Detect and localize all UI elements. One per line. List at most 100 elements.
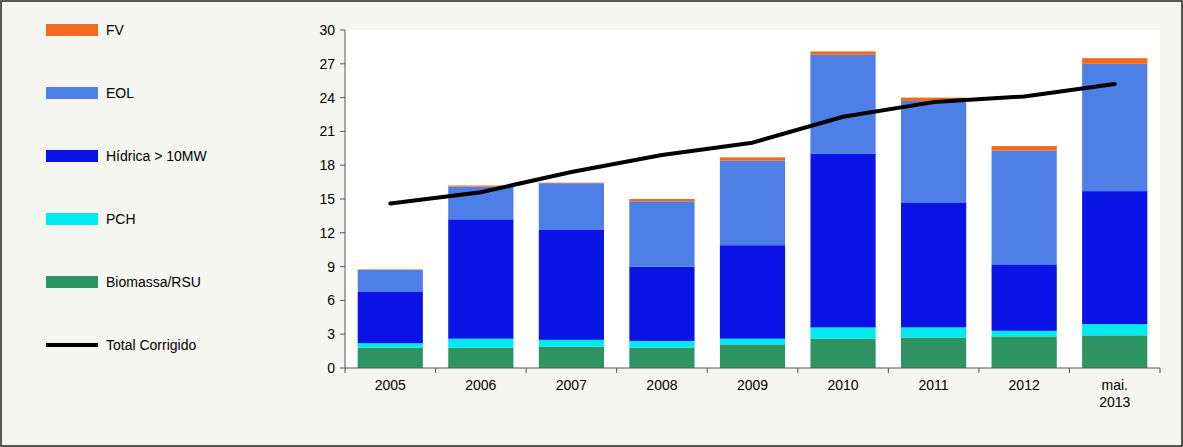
bar bbox=[1082, 191, 1147, 324]
y-tick-label: 30 bbox=[319, 22, 335, 38]
bar bbox=[810, 55, 875, 154]
bar bbox=[539, 182, 604, 184]
x-tick bbox=[526, 368, 527, 373]
x-tick-label-line: 2011 bbox=[919, 377, 949, 393]
bar bbox=[448, 339, 513, 348]
x-tick-label-line: 2013 bbox=[1099, 394, 1130, 410]
bar bbox=[992, 151, 1057, 265]
legend-swatch bbox=[46, 213, 98, 225]
x-tick bbox=[978, 368, 979, 373]
chart: 0 3 6 9 12 15 18 21 24 27 30 2005 2006 2007 2008 2009 20… bbox=[0, 0, 1183, 447]
legend: FV EOL Hídrica > 10MW PCH Biomassa/RSU Total … bbox=[46, 22, 208, 353]
x-tick bbox=[797, 368, 798, 373]
bar bbox=[901, 101, 966, 202]
bar bbox=[358, 343, 423, 348]
x-tick bbox=[345, 368, 346, 373]
bar bbox=[629, 341, 694, 348]
bar bbox=[720, 161, 785, 246]
y-tick bbox=[340, 232, 345, 233]
x-tick-label: 2010 bbox=[827, 377, 858, 393]
legend-label: Biomassa/RSU bbox=[106, 274, 201, 290]
bar bbox=[720, 245, 785, 339]
bar bbox=[810, 51, 875, 54]
x-tick-label-line: 2008 bbox=[646, 377, 677, 393]
y-tick-label: 15 bbox=[319, 191, 335, 207]
legend-label: PCH bbox=[106, 211, 136, 227]
x-tick-label: 2011 bbox=[919, 377, 949, 393]
x-tick-label: 2006 bbox=[465, 377, 496, 393]
y-tick-label: 27 bbox=[319, 56, 335, 72]
bar bbox=[810, 339, 875, 368]
bar bbox=[992, 146, 1057, 151]
legend-label: FV bbox=[106, 22, 125, 38]
x-tick bbox=[707, 368, 708, 373]
bar bbox=[358, 270, 423, 291]
x-tick-label-line: 2005 bbox=[375, 377, 406, 393]
bar bbox=[629, 201, 694, 266]
y-tick bbox=[340, 334, 345, 335]
bar bbox=[1082, 324, 1147, 335]
bar bbox=[629, 348, 694, 368]
bar bbox=[810, 327, 875, 338]
bar bbox=[539, 340, 604, 347]
x-tick-label: 2008 bbox=[646, 377, 677, 393]
y-tick-label: 6 bbox=[327, 292, 335, 308]
x-axis bbox=[345, 368, 1160, 369]
bar bbox=[901, 202, 966, 327]
y-tick-label: 9 bbox=[327, 259, 335, 275]
legend-label: EOL bbox=[106, 85, 134, 101]
legend-label: Total Corrigido bbox=[106, 337, 196, 353]
x-tick bbox=[616, 368, 617, 373]
y-tick-label: 21 bbox=[319, 123, 335, 139]
x-tick-label: 2012 bbox=[1009, 377, 1040, 393]
y-tick bbox=[340, 97, 345, 98]
bar bbox=[358, 291, 423, 343]
y-tick bbox=[340, 131, 345, 132]
x-tick-label-line: 2007 bbox=[556, 377, 587, 393]
bar bbox=[448, 348, 513, 368]
x-tick-label: 2009 bbox=[737, 377, 768, 393]
bar bbox=[720, 344, 785, 368]
x-tick-label-line: 2006 bbox=[465, 377, 496, 393]
marks bbox=[358, 51, 1148, 368]
bar bbox=[810, 154, 875, 328]
legend-label: Hídrica > 10MW bbox=[106, 148, 208, 164]
y-tick bbox=[340, 63, 345, 64]
bar bbox=[992, 336, 1057, 368]
x-tick-label: 2005 bbox=[375, 377, 406, 393]
bar bbox=[992, 331, 1057, 337]
y-tick bbox=[340, 300, 345, 301]
y-axis bbox=[345, 30, 346, 368]
x-tick-label-line: 2010 bbox=[827, 377, 858, 393]
y-tick-label: 3 bbox=[327, 326, 335, 342]
x-tick bbox=[435, 368, 436, 373]
bar bbox=[1082, 58, 1147, 64]
bar bbox=[720, 157, 785, 160]
y-tick bbox=[340, 165, 345, 166]
background bbox=[1, 1, 1182, 446]
bar bbox=[448, 219, 513, 338]
x-tick bbox=[1069, 368, 1070, 373]
legend-swatch bbox=[46, 87, 98, 99]
bar bbox=[1082, 335, 1147, 368]
y-tick bbox=[340, 266, 345, 267]
y-tick-label: 18 bbox=[319, 157, 335, 173]
bar bbox=[539, 183, 604, 229]
legend-swatch bbox=[46, 150, 98, 162]
plot-area bbox=[345, 30, 1160, 368]
y-tick bbox=[340, 368, 345, 369]
bar bbox=[901, 327, 966, 337]
y-tick bbox=[340, 30, 345, 31]
x-tick bbox=[888, 368, 889, 373]
x-tick bbox=[1160, 368, 1161, 373]
x-tick-label-line: 2009 bbox=[737, 377, 768, 393]
y-tick-label: 0 bbox=[327, 360, 335, 376]
bar bbox=[629, 267, 694, 341]
x-tick-label: 2007 bbox=[556, 377, 587, 393]
y-tick-label: 24 bbox=[319, 90, 335, 106]
x-tick-label-line: 2012 bbox=[1009, 377, 1040, 393]
line bbox=[390, 84, 1114, 203]
bar bbox=[358, 269, 423, 271]
y-tick-label: 12 bbox=[319, 225, 335, 241]
x-tick-label-line: mai. bbox=[1101, 377, 1127, 393]
